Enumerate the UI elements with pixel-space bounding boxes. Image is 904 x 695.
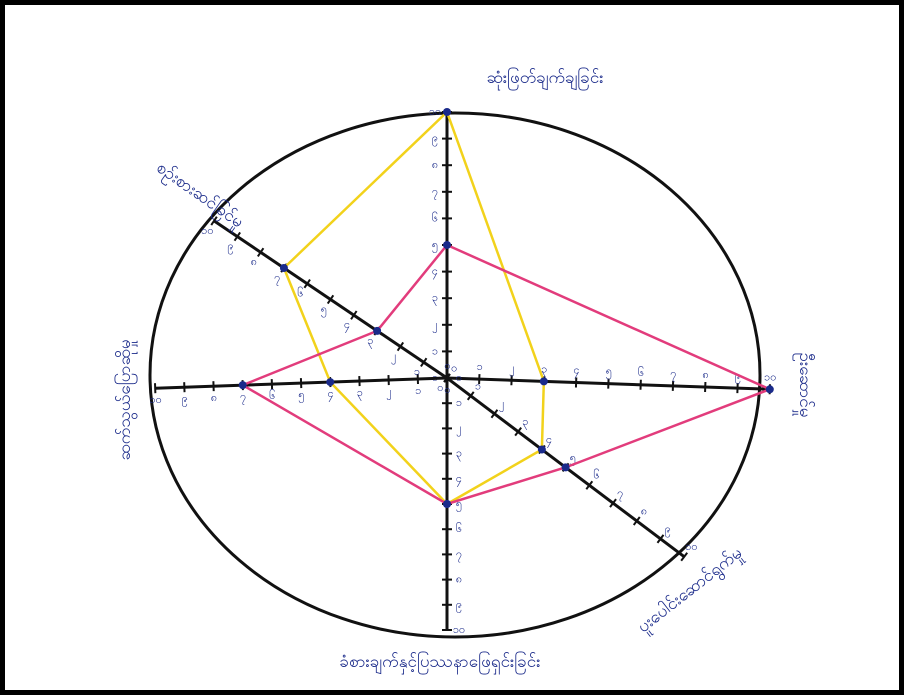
tick-label: ၁၀ bbox=[685, 540, 697, 553]
data-point bbox=[239, 381, 247, 389]
tick-label: ၇ bbox=[274, 271, 280, 286]
axis-label: ဆက်သွယ်ပြောဆိုမှု bbox=[113, 339, 138, 460]
data-point bbox=[443, 500, 451, 508]
tick-label: ၃ bbox=[367, 334, 373, 349]
tick-label: ၈ bbox=[211, 391, 217, 404]
tick-label: ၆ bbox=[456, 522, 462, 535]
page-frame: ဆုံးဖြတ်ချက်ချခြင်း၀၁၂၃၄၅၆၇၈၉၁၀ဦးဆောင်မှ… bbox=[0, 0, 904, 695]
tick-label: ၀ bbox=[444, 359, 450, 372]
tick-label: ၄ bbox=[344, 318, 350, 333]
tick-label: ၇ bbox=[432, 185, 438, 200]
tick-label: ၃ bbox=[456, 447, 462, 462]
tick-label: ၄ bbox=[546, 433, 552, 448]
tick-label: ၆ bbox=[297, 287, 303, 300]
tick-label: ၇ bbox=[240, 390, 246, 405]
tick-label: ၉ bbox=[665, 522, 671, 537]
tick-label: ၁ bbox=[475, 379, 481, 392]
tick-label: ၈ bbox=[432, 158, 438, 171]
tick-label: ၉ bbox=[182, 392, 188, 407]
tick-label: ၇ bbox=[617, 487, 623, 502]
tick-label: ၉ bbox=[456, 598, 462, 613]
tick-label: ၅ bbox=[432, 238, 438, 253]
data-point bbox=[443, 241, 451, 249]
axis-label: ဦးဆောင်မှု bbox=[792, 353, 815, 418]
tick-label: ၁၀ bbox=[453, 623, 465, 636]
tick-label: ၈ bbox=[456, 573, 462, 586]
tick-label: ၀ bbox=[456, 371, 462, 384]
tick-label: ၄ bbox=[456, 472, 462, 487]
tick-label: ၈ bbox=[641, 504, 647, 517]
data-point bbox=[443, 108, 451, 116]
tick-label: ၂ bbox=[386, 385, 391, 400]
tick-label: ၈ bbox=[703, 368, 709, 381]
tick-label: ၂ bbox=[499, 397, 504, 412]
tick-label: ၂ bbox=[391, 350, 396, 365]
tick-label: ၅ bbox=[606, 365, 612, 380]
data-point bbox=[326, 378, 334, 386]
series-line bbox=[243, 245, 770, 504]
data-point bbox=[562, 463, 570, 471]
tick-label: ၁၀ bbox=[429, 105, 441, 118]
tick-label: ၁၀ bbox=[149, 393, 161, 406]
tick-label: ၃ bbox=[522, 415, 528, 430]
axis-label: ဆုံးဖြတ်ချက်ချခြင်း bbox=[486, 66, 603, 91]
data-point bbox=[538, 445, 546, 453]
tick-label: ၁ bbox=[432, 344, 438, 357]
tick-label: ၉ bbox=[228, 240, 234, 255]
tick-label: ၂ bbox=[456, 421, 461, 436]
axis-label: ပူးပေါင်းဆောင်ရွက်မှု bbox=[633, 542, 748, 639]
data-point bbox=[540, 377, 548, 385]
tick-label: ၁ bbox=[414, 365, 420, 378]
tick-label: ၄ bbox=[432, 265, 438, 280]
tick-label: ၄ bbox=[328, 387, 334, 402]
tick-label: ၀ bbox=[437, 381, 443, 394]
tick-label: ၁ bbox=[456, 396, 462, 409]
data-point bbox=[280, 264, 288, 272]
tick-label: ၁ bbox=[415, 384, 421, 397]
tick-label: ၀ bbox=[444, 383, 450, 396]
tick-label: ၂ bbox=[509, 361, 514, 376]
tick-label: ၇ bbox=[456, 547, 462, 562]
tick-label: ၁၀ bbox=[764, 370, 776, 383]
data-point bbox=[766, 385, 774, 393]
tick-label: ၁ bbox=[477, 360, 483, 373]
tick-label: ၃ bbox=[432, 291, 438, 306]
tick-label: ၉ bbox=[432, 132, 438, 147]
tick-label: ၅ bbox=[298, 388, 304, 403]
data-point bbox=[373, 327, 381, 335]
tick-label: ၃ bbox=[357, 386, 363, 401]
tick-label: ၇ bbox=[670, 367, 676, 382]
tick-label: ၅ bbox=[321, 302, 327, 317]
axis-label: ခံစားချက်နှင့်ပြဿနာဖြေရှင်းခြင်း bbox=[339, 650, 540, 675]
chart: ဆုံးဖြတ်ချက်ချခြင်း၀၁၂၃၄၅၆၇၈၉၁၀ဦးဆောင်မှ… bbox=[5, 5, 899, 690]
tick-label: ၂ bbox=[432, 318, 437, 333]
tick-label: ၆ bbox=[638, 366, 644, 379]
tick-label: ၆ bbox=[593, 469, 599, 482]
tick-label: ၈ bbox=[251, 255, 257, 268]
tick-label: ၄ bbox=[573, 364, 579, 379]
tick-label: ၁၀ bbox=[201, 224, 213, 237]
tick-label: ၆ bbox=[432, 211, 438, 224]
